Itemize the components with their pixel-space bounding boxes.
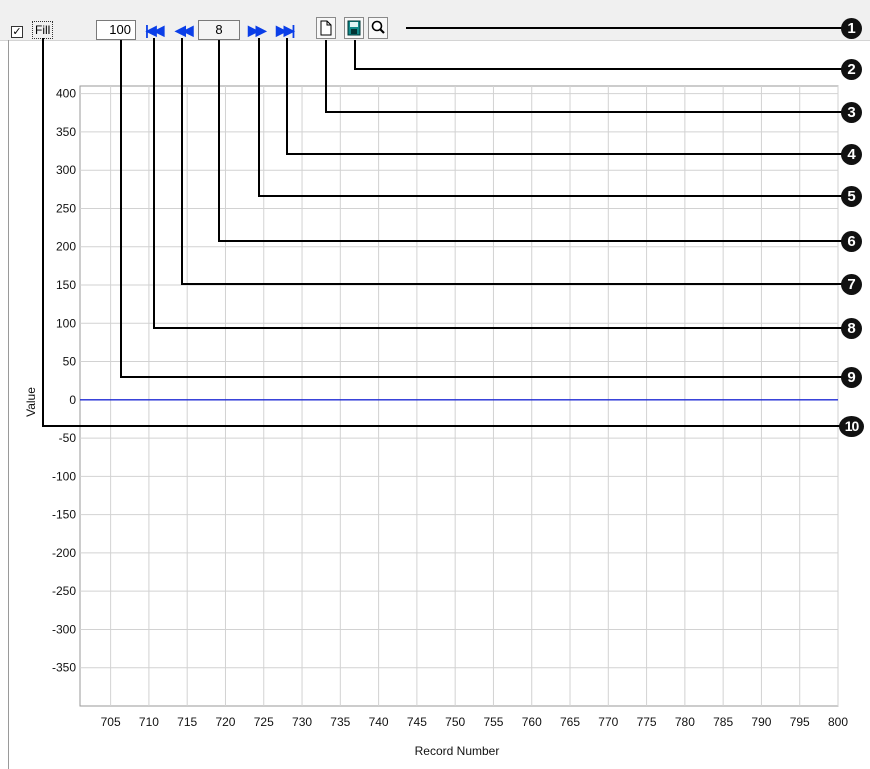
y-tick-label: 250 <box>56 201 76 215</box>
y-axis-title: Value <box>24 387 38 417</box>
y-tick-label: -100 <box>52 469 76 483</box>
callout-1: 1 <box>841 18 862 39</box>
x-tick-label: 730 <box>292 715 312 729</box>
callout-8: 8 <box>841 318 862 339</box>
x-tick-label: 705 <box>101 715 121 729</box>
y-tick-label: 0 <box>69 393 76 407</box>
callout-5: 5 <box>841 186 862 207</box>
callout-6: 6 <box>841 231 862 252</box>
x-tick-label: 775 <box>637 715 657 729</box>
y-tick-label: -50 <box>59 431 77 445</box>
x-tick-label: 770 <box>598 715 618 729</box>
x-tick-label: 750 <box>445 715 465 729</box>
x-tick-label: 755 <box>483 715 503 729</box>
x-tick-label: 800 <box>828 715 848 729</box>
y-tick-label: -150 <box>52 508 76 522</box>
callout-7: 7 <box>841 274 862 295</box>
plot-area <box>80 86 838 706</box>
y-tick-label: -200 <box>52 546 76 560</box>
x-tick-label: 780 <box>675 715 695 729</box>
callout-9: 9 <box>841 367 862 388</box>
y-tick-label: 150 <box>56 278 76 292</box>
x-tick-label: 795 <box>790 715 810 729</box>
x-tick-label: 790 <box>751 715 771 729</box>
x-tick-label: 715 <box>177 715 197 729</box>
y-tick-label: 400 <box>56 87 76 101</box>
x-axis-title: Record Number <box>415 744 500 758</box>
x-tick-label: 740 <box>369 715 389 729</box>
x-tick-label: 720 <box>215 715 235 729</box>
x-tick-label: 785 <box>713 715 733 729</box>
y-tick-label: -350 <box>52 661 76 675</box>
callout-10: 10 <box>839 416 864 437</box>
x-tick-label: 765 <box>560 715 580 729</box>
y-tick-label: 100 <box>56 316 76 330</box>
x-tick-label: 760 <box>522 715 542 729</box>
x-tick-label: 725 <box>254 715 274 729</box>
y-tick-label: -300 <box>52 622 76 636</box>
x-tick-label: 735 <box>330 715 350 729</box>
y-tick-label: -250 <box>52 584 76 598</box>
y-tick-label: 50 <box>63 355 77 369</box>
callout-4: 4 <box>841 144 862 165</box>
y-tick-label: 300 <box>56 163 76 177</box>
y-tick-label: 350 <box>56 125 76 139</box>
x-tick-label: 710 <box>139 715 159 729</box>
callout-3: 3 <box>841 102 862 123</box>
y-tick-label: 200 <box>56 240 76 254</box>
callout-leader-2 <box>355 40 846 69</box>
callout-2: 2 <box>841 59 862 80</box>
x-tick-label: 745 <box>407 715 427 729</box>
